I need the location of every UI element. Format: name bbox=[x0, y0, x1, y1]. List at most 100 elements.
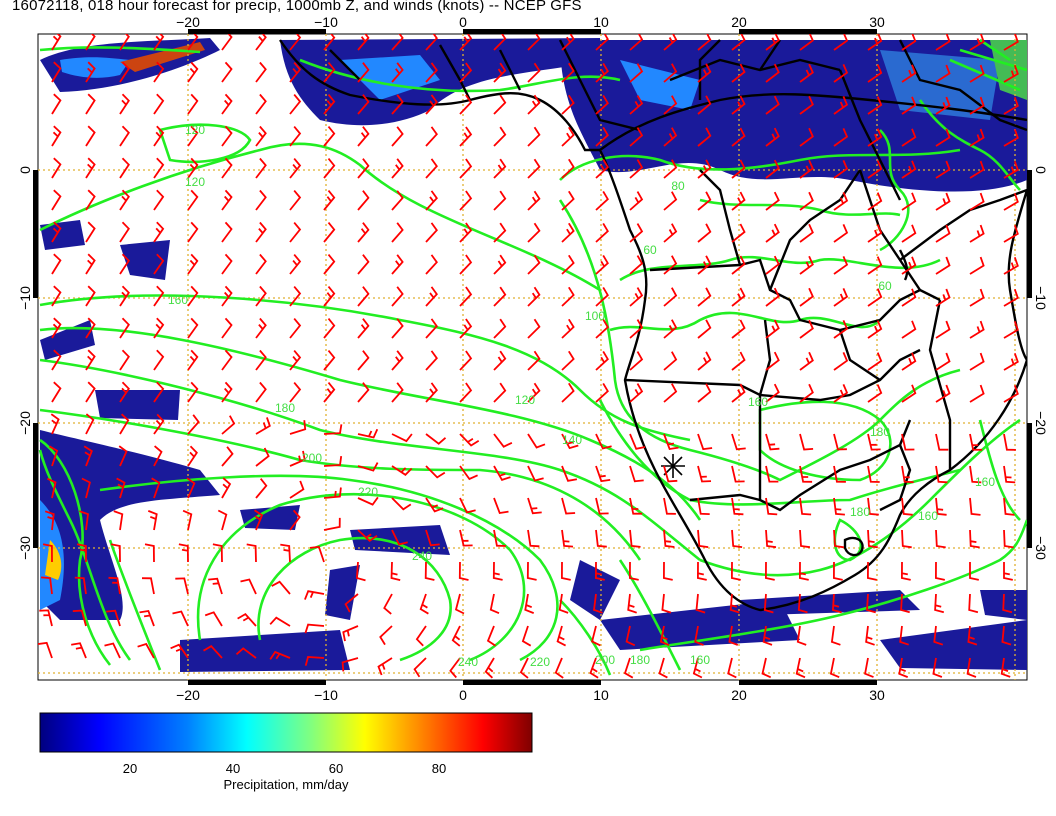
wind-barb bbox=[172, 610, 189, 627]
wind-barb bbox=[765, 529, 777, 549]
wind-barb bbox=[900, 561, 911, 581]
wind-barb bbox=[731, 255, 746, 275]
wind-barb bbox=[1001, 625, 1012, 646]
wind-barb bbox=[153, 189, 165, 211]
wind-barb bbox=[561, 254, 575, 275]
lon-tick-label: 10 bbox=[593, 687, 609, 703]
lon-tick-label: 30 bbox=[869, 687, 885, 703]
wind-barb bbox=[935, 192, 951, 211]
wind-barb bbox=[493, 62, 507, 83]
wind-barb bbox=[866, 593, 876, 614]
wind-barb bbox=[323, 424, 343, 435]
wind-barb bbox=[425, 62, 438, 83]
wind-barb bbox=[527, 350, 541, 371]
wind-barb bbox=[799, 383, 814, 403]
wind-barb bbox=[459, 318, 473, 339]
wind-barb bbox=[137, 642, 155, 659]
wind-barb bbox=[419, 593, 429, 615]
wind-barb bbox=[867, 384, 883, 403]
contour-label: 120 bbox=[515, 393, 535, 407]
wind-barb bbox=[731, 319, 746, 339]
wind-barb bbox=[969, 562, 979, 581]
wind-barb bbox=[106, 609, 121, 627]
wind-barb bbox=[867, 96, 883, 115]
wind-barb bbox=[629, 127, 644, 147]
wind-barb bbox=[595, 158, 609, 179]
wind-barb bbox=[731, 34, 746, 51]
wind-barb bbox=[221, 415, 236, 435]
wind-barb bbox=[561, 158, 575, 179]
wind-barb bbox=[1003, 321, 1019, 339]
wind-barb bbox=[221, 34, 233, 51]
colorbar-tick: 60 bbox=[329, 761, 343, 776]
wind-barb bbox=[449, 657, 461, 679]
wind-barb bbox=[153, 349, 165, 371]
wind-barb bbox=[38, 641, 53, 659]
lat-tick-label: −30 bbox=[1033, 536, 1049, 560]
wind-barb bbox=[731, 127, 746, 147]
wind-barb bbox=[527, 382, 541, 403]
wind-barb bbox=[144, 543, 155, 563]
lon-ticks-top: −20 −10 0 10 20 30 bbox=[176, 14, 885, 30]
wind-barb bbox=[561, 286, 575, 307]
wind-barb bbox=[526, 561, 537, 581]
contour-label: 160 bbox=[748, 395, 768, 409]
wind-barb bbox=[727, 657, 737, 679]
wind-barb bbox=[796, 625, 807, 646]
contour-label: 200 bbox=[595, 653, 615, 667]
wind-barb bbox=[595, 222, 609, 243]
wind-barb bbox=[867, 320, 883, 339]
wind-barb bbox=[935, 352, 951, 371]
contour-label: 180 bbox=[630, 653, 650, 667]
wind-barb bbox=[799, 95, 814, 115]
wind-barb bbox=[833, 96, 849, 115]
wind-barb bbox=[425, 465, 446, 479]
wind-barb bbox=[799, 351, 814, 371]
wind-barb bbox=[187, 317, 199, 339]
wind-barb bbox=[116, 477, 126, 499]
wind-barb bbox=[187, 221, 199, 243]
wind-barb bbox=[344, 593, 359, 613]
wind-barb bbox=[425, 126, 438, 147]
lat-tick-label: −20 bbox=[17, 411, 33, 435]
wind-barb bbox=[901, 64, 917, 83]
wind-barb bbox=[1003, 497, 1015, 516]
wind-barb bbox=[697, 433, 713, 451]
wind-barb bbox=[255, 93, 267, 115]
wind-barb bbox=[76, 543, 87, 563]
wind-barb bbox=[561, 465, 578, 482]
wind-barb bbox=[309, 545, 325, 563]
wind-barb bbox=[357, 462, 379, 472]
wind-barb bbox=[969, 128, 985, 147]
wind-barb bbox=[459, 34, 473, 51]
wind-barb bbox=[46, 477, 57, 499]
wind-barb bbox=[85, 413, 95, 435]
wind-barb bbox=[1003, 225, 1019, 243]
wind-barb bbox=[119, 61, 130, 83]
wind-barb bbox=[899, 625, 909, 646]
wind-barb bbox=[521, 625, 532, 647]
wind-barb bbox=[762, 625, 773, 646]
wind-barb bbox=[187, 34, 199, 51]
wind-barb bbox=[697, 191, 712, 211]
wind-barb bbox=[561, 94, 575, 115]
wind-barb bbox=[415, 625, 427, 647]
wind-barb bbox=[489, 593, 500, 615]
wind-barb bbox=[357, 158, 370, 179]
contour-label: 220 bbox=[358, 485, 378, 499]
wind-barb bbox=[493, 433, 513, 448]
wind-barb bbox=[255, 157, 267, 179]
wind-barb bbox=[901, 192, 917, 211]
wind-barb bbox=[221, 93, 233, 115]
wind-barb bbox=[113, 510, 124, 531]
wind-barb bbox=[765, 159, 780, 179]
wind-barb bbox=[867, 64, 883, 83]
wind-barb bbox=[731, 529, 743, 548]
wind-barb bbox=[969, 320, 985, 339]
wind-barb bbox=[595, 286, 609, 307]
wind-barb bbox=[186, 477, 196, 499]
wind-barb bbox=[560, 561, 571, 581]
wind-barb bbox=[731, 383, 746, 403]
wind-barb bbox=[561, 433, 579, 450]
wind-barb bbox=[831, 593, 842, 614]
